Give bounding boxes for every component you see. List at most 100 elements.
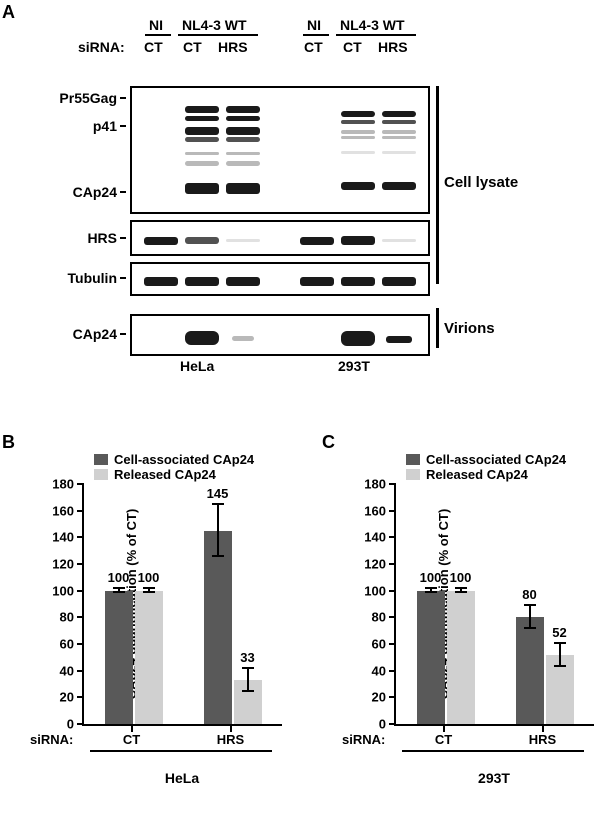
gag-lanes-left <box>144 106 260 194</box>
293t-label: 293T <box>338 358 370 374</box>
legend-swatch-dark-c-icon <box>406 454 420 465</box>
ytick-0: 0 <box>379 717 386 732</box>
blot-header: NI NL4-3 WT NI NL4-3 WT siRNA: CT CT HRS… <box>60 18 530 84</box>
legend-swatch-light-icon <box>94 469 108 480</box>
hela-line <box>142 354 260 356</box>
bar-HRS-dark <box>516 617 544 724</box>
blot-area: Cell lysate Pr55Gag p41 CAp24 <box>130 86 430 356</box>
hrs-label: HRS <box>87 230 126 246</box>
tub-lanes-left <box>144 272 260 286</box>
hdr-ul-ni-r <box>303 34 329 36</box>
gag-blot: Pr55Gag p41 CAp24 <box>130 86 430 214</box>
ytick-100: 100 <box>52 583 74 598</box>
ytick-40: 40 <box>60 663 74 678</box>
ytick-140: 140 <box>364 530 386 545</box>
lane-2: HRS <box>218 40 248 54</box>
hrs-lanes-right <box>300 231 416 245</box>
bar-CT-dark <box>417 591 445 724</box>
tub-lanes-right <box>300 272 416 286</box>
p41-label: p41 <box>93 118 126 134</box>
panel-b-chart: Cell-associated CAp24 Released CAp24 CAp… <box>30 452 290 792</box>
panel-c-chart: Cell-associated CAp24 Released CAp24 CAp… <box>342 452 602 792</box>
ytick-80: 80 <box>372 610 386 625</box>
legend-light-c: Released CAp24 <box>426 467 528 482</box>
tub-blot: Tubulin <box>130 262 430 296</box>
hela-label: HeLa <box>180 358 214 374</box>
val-CT-dark: 100 <box>420 570 442 585</box>
legend-b: Cell-associated CAp24 Released CAp24 <box>94 452 290 482</box>
293t-line <box>300 354 418 356</box>
ytick-180: 180 <box>364 477 386 492</box>
sirna-c: siRNA: <box>342 732 385 747</box>
hdr-ul-nl43-r <box>336 34 416 36</box>
xaxis-c: siRNA: CTHRS293T <box>394 732 594 792</box>
lysate-sidebar <box>436 86 439 284</box>
ytick-120: 120 <box>52 557 74 572</box>
plot-b: CAp24 quantification (% of CT) 020406080… <box>82 484 282 726</box>
lane-5: HRS <box>378 40 408 54</box>
hdr-nl43-l: NL4-3 WT <box>182 18 247 32</box>
gag-l0 <box>144 106 178 194</box>
lane-1: CT <box>183 40 202 54</box>
xtick-CT: CT <box>435 732 452 747</box>
p41-text: p41 <box>93 118 117 134</box>
hrs-lanes-left <box>144 231 260 245</box>
legend-swatch-dark-icon <box>94 454 108 465</box>
bar-CT-dark <box>105 591 133 724</box>
hrs-blot: HRS <box>130 220 430 256</box>
gag-r0 <box>300 111 334 190</box>
val-CT-dark: 100 <box>108 570 130 585</box>
panel-a-label: A <box>2 2 15 23</box>
ytick-120: 120 <box>364 557 386 572</box>
vir-lanes-left <box>144 325 260 345</box>
bar-CT-light <box>135 591 163 724</box>
hdr-nl43-r: NL4-3 WT <box>340 18 405 32</box>
lane-4: CT <box>343 40 362 54</box>
tub-label: Tubulin <box>68 270 127 286</box>
hdr-ni-l: NI <box>149 18 163 32</box>
gag-l2 <box>226 106 260 194</box>
legend-dark-b: Cell-associated CAp24 <box>114 452 254 467</box>
ytick-140: 140 <box>52 530 74 545</box>
lysate-label: Cell lysate <box>444 174 518 191</box>
sirna-label: siRNA: <box>78 40 125 54</box>
xtick-HRS: HRS <box>529 732 556 747</box>
lane-0: CT <box>144 40 163 54</box>
sirna-b: siRNA: <box>30 732 73 747</box>
val-HRS-dark: 145 <box>207 486 229 501</box>
gag-r1 <box>341 111 375 190</box>
panel-c-label: C <box>322 432 335 453</box>
xtick-HRS: HRS <box>217 732 244 747</box>
legend-c: Cell-associated CAp24 Released CAp24 <box>406 452 602 482</box>
legend-light-b: Released CAp24 <box>114 467 216 482</box>
pr55-text: Pr55Gag <box>59 90 117 106</box>
legend-swatch-light-c-icon <box>406 469 420 480</box>
xtick-CT: CT <box>123 732 140 747</box>
bar-HRS-dark <box>204 531 232 724</box>
val-CT-light: 100 <box>138 570 160 585</box>
val-HRS-light: 33 <box>240 650 254 665</box>
ytick-20: 20 <box>60 690 74 705</box>
ytick-0: 0 <box>67 717 74 732</box>
hdr-ni-r: NI <box>307 18 321 32</box>
cap24v-label: CAp24 <box>73 326 126 342</box>
panel-b-label: B <box>2 432 15 453</box>
gag-l1 <box>185 106 219 194</box>
ytick-160: 160 <box>52 503 74 518</box>
ytick-180: 180 <box>52 477 74 492</box>
ytick-80: 80 <box>60 610 74 625</box>
ytick-60: 60 <box>60 637 74 652</box>
hrs-text: HRS <box>87 230 117 246</box>
virion-blot: CAp24 <box>130 314 430 356</box>
gag-r2 <box>382 111 416 190</box>
ytick-160: 160 <box>364 503 386 518</box>
hdr-ul-ni-l <box>145 34 171 36</box>
plot-c: CAp24 quantification (% of CT) 020406080… <box>394 484 594 726</box>
tub-text: Tubulin <box>68 270 118 286</box>
vir-lanes-right <box>300 325 416 346</box>
hdr-ul-nl43-l <box>178 34 258 36</box>
cellline-panelC: 293T <box>478 770 510 786</box>
gag-lanes-right <box>300 111 416 190</box>
virion-sidebar <box>436 308 439 348</box>
val-HRS-light: 52 <box>552 625 566 640</box>
